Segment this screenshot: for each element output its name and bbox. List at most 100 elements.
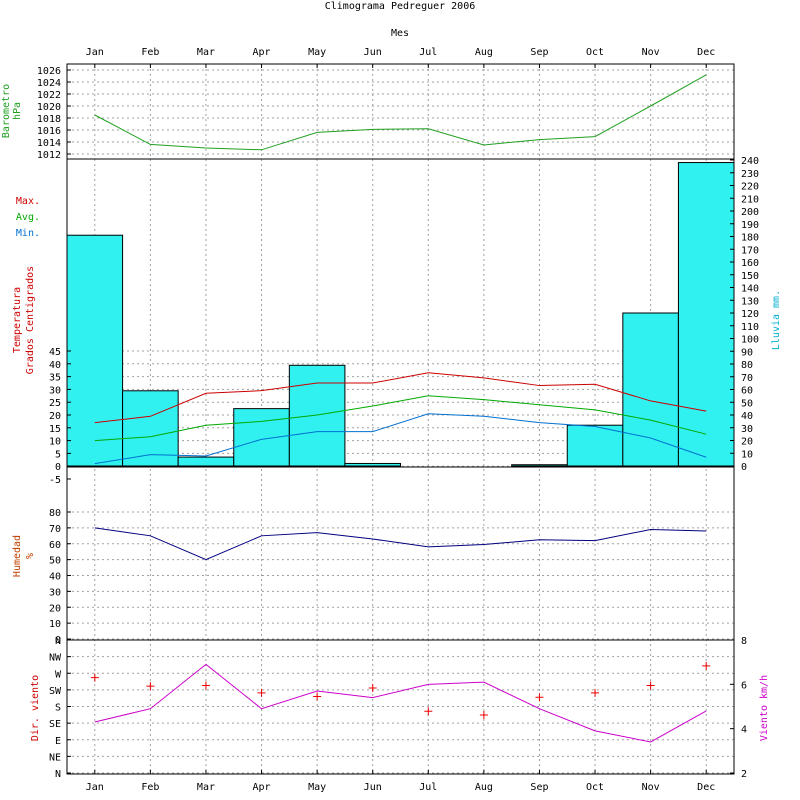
wind-dir-tick-label: W <box>55 669 62 680</box>
rain-tick-label: 170 <box>741 245 759 256</box>
rain-tick-label: 90 <box>741 347 753 358</box>
panel-frames <box>66 63 735 775</box>
plot-frame <box>66 63 735 775</box>
rain-tick-label: 30 <box>741 424 753 435</box>
rain-tick-label: 130 <box>741 296 759 307</box>
month-label-bottom: Jun <box>364 782 382 793</box>
wind-dir-tick-label: S <box>55 703 61 714</box>
humidity-tick-label: 20 <box>49 603 61 614</box>
wind-direction-point <box>591 688 600 697</box>
month-label-top: Apr <box>253 47 271 58</box>
humidity-tick-label: 0 <box>55 635 61 646</box>
month-label-bottom: Jul <box>419 782 437 793</box>
temp-axis-label: Temperatura <box>12 287 23 353</box>
rain-tick-label: 200 <box>741 207 759 218</box>
rain-bar <box>233 408 290 467</box>
month-label-top: Mar <box>197 47 215 58</box>
temp-tick-label: 0 <box>55 462 61 473</box>
wind-direction-point <box>702 661 711 670</box>
rain-bar <box>288 364 346 467</box>
month-label-top: Feb <box>141 47 159 58</box>
wind-direction-point <box>368 684 377 693</box>
month-label-bottom: Feb <box>141 782 159 793</box>
wind-speed-axis-label: Viento km/h <box>759 675 770 741</box>
rain-tick-label: 220 <box>741 182 759 193</box>
max-temp-line <box>94 372 707 424</box>
wind-dir-tick-label: E <box>55 736 61 747</box>
month-label-bottom: May <box>308 782 326 793</box>
rain-tick-label: 140 <box>741 284 759 295</box>
month-label-top: Nov <box>642 47 660 58</box>
rain-tick-label: 70 <box>741 373 753 384</box>
wind-dir-axis-label: Dir. viento <box>30 675 41 741</box>
pressure-line <box>94 74 707 151</box>
wind-dir-tick-label: SE <box>49 719 61 730</box>
rain-bars <box>66 162 735 467</box>
rain-tick-label: 20 <box>741 437 753 448</box>
pressure-axis-label: Barometro <box>1 84 12 138</box>
temp-tick-label: 15 <box>49 424 61 435</box>
humidity-axis-label: Humedad <box>12 535 23 577</box>
chart-title: Climograma Pedreguer 2006 <box>325 1 476 12</box>
avg-temp-line <box>94 395 707 442</box>
wind-dir-tick-label: SW <box>49 686 62 697</box>
pressure-tick-label: 1018 <box>37 114 61 125</box>
rain-bar <box>344 462 401 467</box>
rain-tick-label: 210 <box>741 194 759 205</box>
rain-bar <box>566 424 624 467</box>
wind-speed-tick-label: 4 <box>741 725 747 736</box>
month-label-bottom: Mar <box>197 782 215 793</box>
wind-direction-point <box>479 710 488 719</box>
rain-bar <box>677 162 735 467</box>
temp-tick-label: 25 <box>49 398 61 409</box>
wind-dir-tick-label: N <box>55 636 61 647</box>
temp-tick-label: 20 <box>49 411 61 422</box>
pressure-tick-label: 1024 <box>37 78 61 89</box>
wind-direction-point <box>201 681 210 690</box>
wind-direction-point <box>90 673 99 682</box>
axis-labels: Jan Jan Feb Feb Mar Mar Apr Apr May May Jun Jun Jul J… <box>1 47 782 793</box>
month-label-top: May <box>308 47 326 58</box>
rain-tick-label: 190 <box>741 220 759 231</box>
rain-tick-label: 80 <box>741 360 753 371</box>
wind-dir-tick-label: N <box>55 769 61 780</box>
temp-tick-label: 30 <box>49 385 61 396</box>
month-label-bottom: Jan <box>86 782 104 793</box>
pressure-tick-label: 1012 <box>37 150 61 161</box>
wind-speed-tick-label: 2 <box>741 769 747 780</box>
rain-bar <box>66 234 124 467</box>
humidity-tick-label: 40 <box>49 572 61 583</box>
rain-tick-label: 50 <box>741 398 753 409</box>
temp-tick-label: 45 <box>49 347 61 358</box>
humidity-tick-label: 70 <box>49 524 61 535</box>
month-label-top: Sep <box>530 47 548 58</box>
month-label-bottom: Sep <box>530 782 548 793</box>
pressure-tick-label: 1022 <box>37 90 61 101</box>
wind-direction-point <box>535 693 544 702</box>
rain-tick-label: 0 <box>741 462 747 473</box>
rain-tick-label: 240 <box>741 156 759 167</box>
rain-tick-label: 10 <box>741 449 753 460</box>
pressure-tick-label: 1014 <box>37 138 61 149</box>
legend-avg: Avg. <box>16 212 40 223</box>
rain-tick-label: 120 <box>741 309 759 320</box>
wind-direction-point <box>257 688 266 697</box>
legend-min: Min. <box>16 228 40 239</box>
pressure-axis-unit: hPa <box>12 102 23 120</box>
humidity-line <box>94 527 707 561</box>
humidity-tick-label: 60 <box>49 540 61 551</box>
humidity-tick-label: 80 <box>49 508 61 519</box>
rain-bar <box>511 464 568 467</box>
rain-tick-label: 180 <box>741 233 759 244</box>
month-label-top: Jun <box>364 47 382 58</box>
month-label-bottom: Apr <box>253 782 271 793</box>
temp-tick-label: -5 <box>49 475 61 486</box>
month-axis-label: Mes <box>391 28 409 39</box>
wind-direction-point <box>646 681 655 690</box>
month-label-top: Dec <box>697 47 715 58</box>
month-label-bottom: Dec <box>697 782 715 793</box>
humidity-tick-label: 10 <box>49 619 61 630</box>
wind-speed-line <box>94 663 707 743</box>
humidity-tick-label: 30 <box>49 587 61 598</box>
rain-tick-label: 230 <box>741 169 759 180</box>
